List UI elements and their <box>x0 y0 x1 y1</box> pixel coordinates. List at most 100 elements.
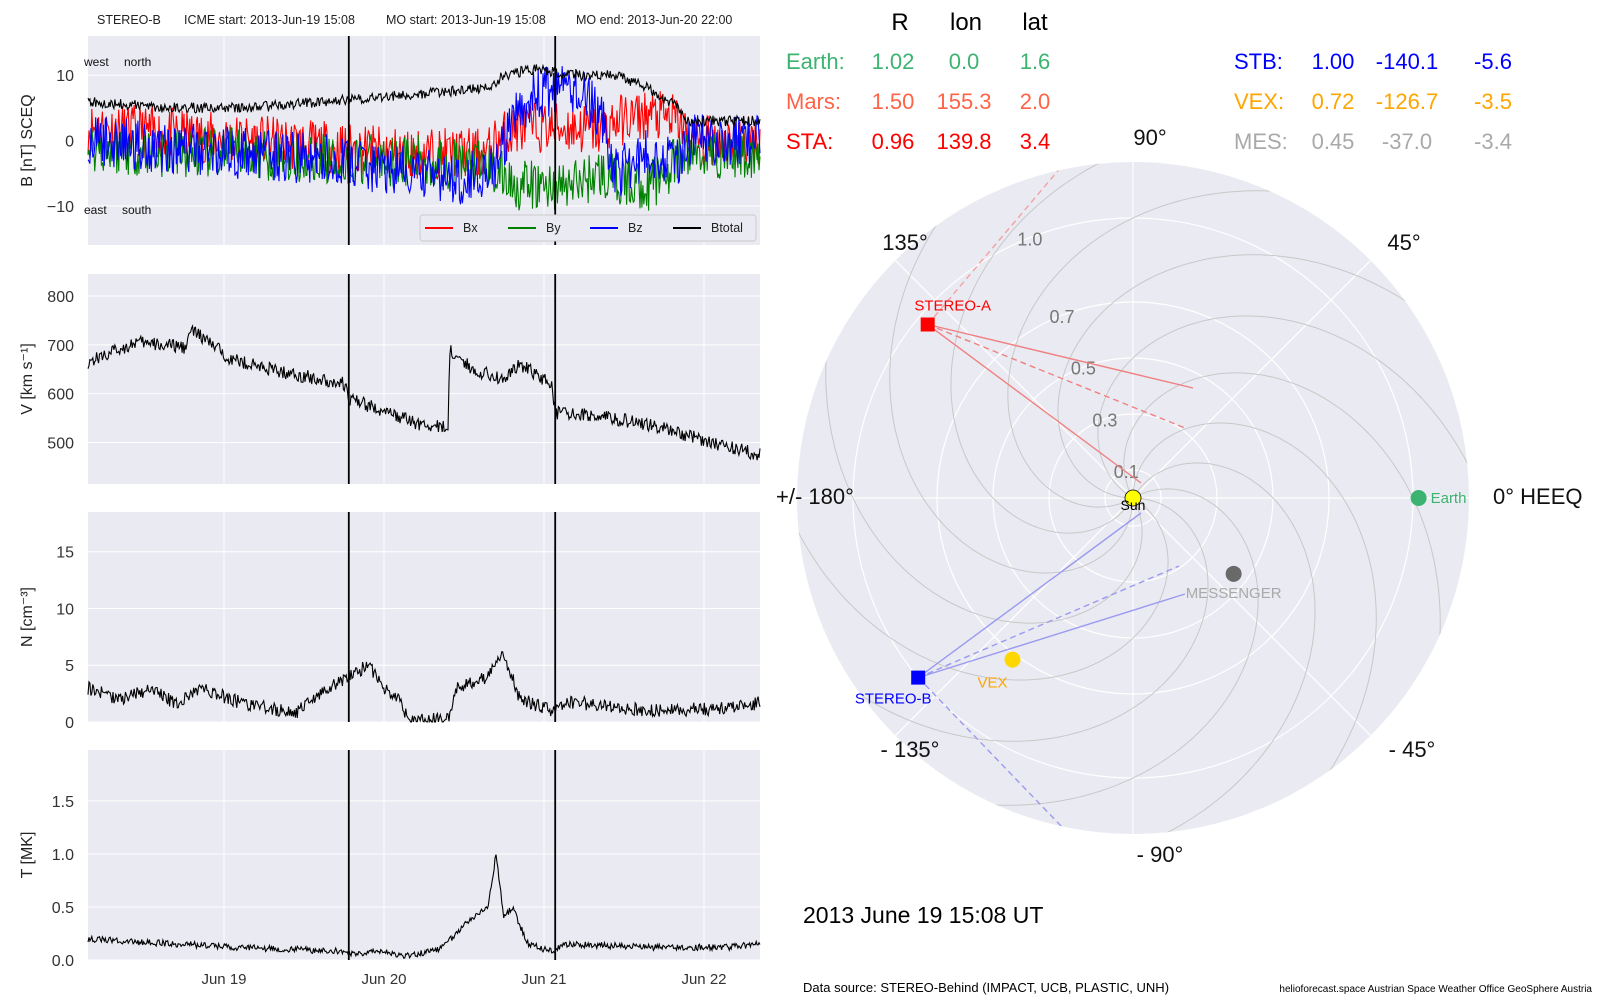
table-cell-lat: 2.0 <box>1020 89 1051 114</box>
positions-table: R lon lat Earth: 1.02 0.0 1.6 Mars: 1.50 155.3… <box>786 9 1512 154</box>
angular-gridline <box>1132 259 1372 499</box>
annotation-south: south <box>122 203 151 217</box>
table-cell-R: 1.50 <box>872 89 915 114</box>
table-cell-name: Earth: <box>786 49 845 74</box>
y-tick-label: −10 <box>47 199 74 216</box>
spiral-line <box>1102 462 1316 834</box>
angle-label-degm135: - 135° <box>881 737 940 762</box>
spiral-line <box>797 467 1169 681</box>
panel-2: 500 600 700 800 V [km s⁻¹] <box>19 274 761 484</box>
header-icme-start: ICME start: 2013-Jun-19 15:08 <box>184 13 355 27</box>
angle-label-deg45: 45° <box>1387 230 1420 255</box>
table-cell-R: 1.00 <box>1312 49 1355 74</box>
header-spacecraft: STEREO-B <box>97 13 161 27</box>
legend-label-bz: Bz <box>628 221 643 235</box>
header-mo-end: MO end: 2013-Jun-20 22:00 <box>576 13 732 27</box>
annotation-north: north <box>124 55 151 69</box>
body-label: STEREO-B <box>855 691 932 708</box>
y-axis-label: N [cm⁻³] <box>19 587 36 647</box>
y-axis-label: V [km s⁻¹] <box>19 343 36 415</box>
y-tick-label: 600 <box>47 387 74 404</box>
parker-spirals <box>797 162 1469 834</box>
body-marker <box>1410 490 1427 506</box>
spiral-line <box>1057 254 1461 499</box>
table-cell-lon: -140.1 <box>1376 49 1438 74</box>
stb-sun-line <box>917 512 1142 679</box>
y-tick-label: 10 <box>56 601 74 618</box>
y-tick-label: 5 <box>65 658 74 675</box>
table-header-R: R <box>891 9 908 36</box>
y-tick-label: 700 <box>47 338 74 355</box>
body-marker <box>920 317 935 332</box>
table-cell-name: VEX: <box>1234 89 1284 114</box>
legend: Bx By Bz Btotal <box>419 214 757 242</box>
radial-tick-label: 1.0 <box>1017 229 1042 249</box>
table-cell-R: 0.45 <box>1312 129 1355 154</box>
spiral-line <box>1007 190 1340 508</box>
angle-label-deg0: 0° HEEQ <box>1493 484 1583 509</box>
body-marker <box>1124 489 1142 507</box>
y-tick-label: 0 <box>65 134 74 151</box>
sta-sun-line <box>927 323 1142 484</box>
x-tick-label: Jun 19 <box>201 971 246 988</box>
annotation-east: east <box>84 203 107 217</box>
y-tick-label: 800 <box>47 289 74 306</box>
angle-label-deg180: +/- 180° <box>776 484 854 509</box>
radial-tick-label: 0.7 <box>1049 307 1074 327</box>
series-line-t <box>87 854 761 960</box>
spacecraft-lines <box>917 162 1194 829</box>
table-cell-lon: -126.7 <box>1376 89 1438 114</box>
radial-tick-label: 0.3 <box>1092 410 1117 430</box>
table-cell-lat: -3.5 <box>1474 89 1512 114</box>
body-messenger: MESSENGER <box>1186 565 1282 602</box>
table-cell-lon: 139.8 <box>936 129 991 154</box>
spiral-line <box>1097 315 1469 529</box>
table-header-lon: lon <box>950 9 982 36</box>
table-cell-lon: 0.0 <box>949 49 980 74</box>
angular-gridline <box>894 259 1134 499</box>
body-stereo-a: STEREO-A <box>914 298 991 332</box>
sta-fov-line <box>927 323 1194 389</box>
table-cell-name: STB: <box>1234 49 1283 74</box>
angular-gridline <box>1132 497 1372 737</box>
stb-fov-line <box>917 593 1186 679</box>
table-cell-lat: 3.4 <box>1020 129 1051 154</box>
series-line-v <box>87 324 761 461</box>
credits: helioforecast.space Austrian Space Weath… <box>1279 984 1592 995</box>
body-label: Sun <box>1121 497 1146 513</box>
x-tick-label: Jun 21 <box>521 971 566 988</box>
table-cell-lon: 155.3 <box>936 89 991 114</box>
table-row-vex: VEX: 0.72 -126.7 -3.5 <box>1234 89 1512 114</box>
legend-label-by: By <box>546 221 561 235</box>
spiral-line <box>1132 422 1377 826</box>
table-cell-R: 0.72 <box>1312 89 1355 114</box>
y-tick-label: 15 <box>56 545 74 562</box>
table-cell-lat: -5.6 <box>1474 49 1512 74</box>
series-line-n <box>87 651 761 724</box>
body-label: VEX <box>978 675 1008 692</box>
stb-fov-dashed <box>917 565 1180 679</box>
panel-background <box>88 750 760 960</box>
body-marker <box>911 670 926 685</box>
data-source: Data source: STEREO-Behind (IMPACT, UCB,… <box>803 980 1169 995</box>
spiral-line <box>950 162 1164 534</box>
legend-label-bx: Bx <box>463 221 478 235</box>
body-stereo-b: STEREO-B <box>855 670 932 708</box>
series-line-by <box>87 125 761 211</box>
table-row-mes: MES: 0.45 -37.0 -3.4 <box>1234 129 1512 154</box>
angle-label-degm90: - 90° <box>1137 842 1184 867</box>
body-sun: Sun <box>1121 489 1146 513</box>
body-label: MESSENGER <box>1186 585 1282 602</box>
table-row-sta: STA: 0.96 139.8 3.4 <box>786 129 1050 154</box>
plot-date: 2013 June 19 15:08 UT <box>803 902 1043 928</box>
spiral-line <box>889 170 1134 574</box>
table-cell-name: MES: <box>1234 129 1288 154</box>
y-tick-label: 0 <box>65 715 74 732</box>
angle-label-deg135: 135° <box>882 230 928 255</box>
x-tick-label: Jun 22 <box>681 971 726 988</box>
header-mo-start: MO start: 2013-Jun-19 15:08 <box>386 13 546 27</box>
y-axis-label: B [nT] SCEQ <box>19 94 36 186</box>
